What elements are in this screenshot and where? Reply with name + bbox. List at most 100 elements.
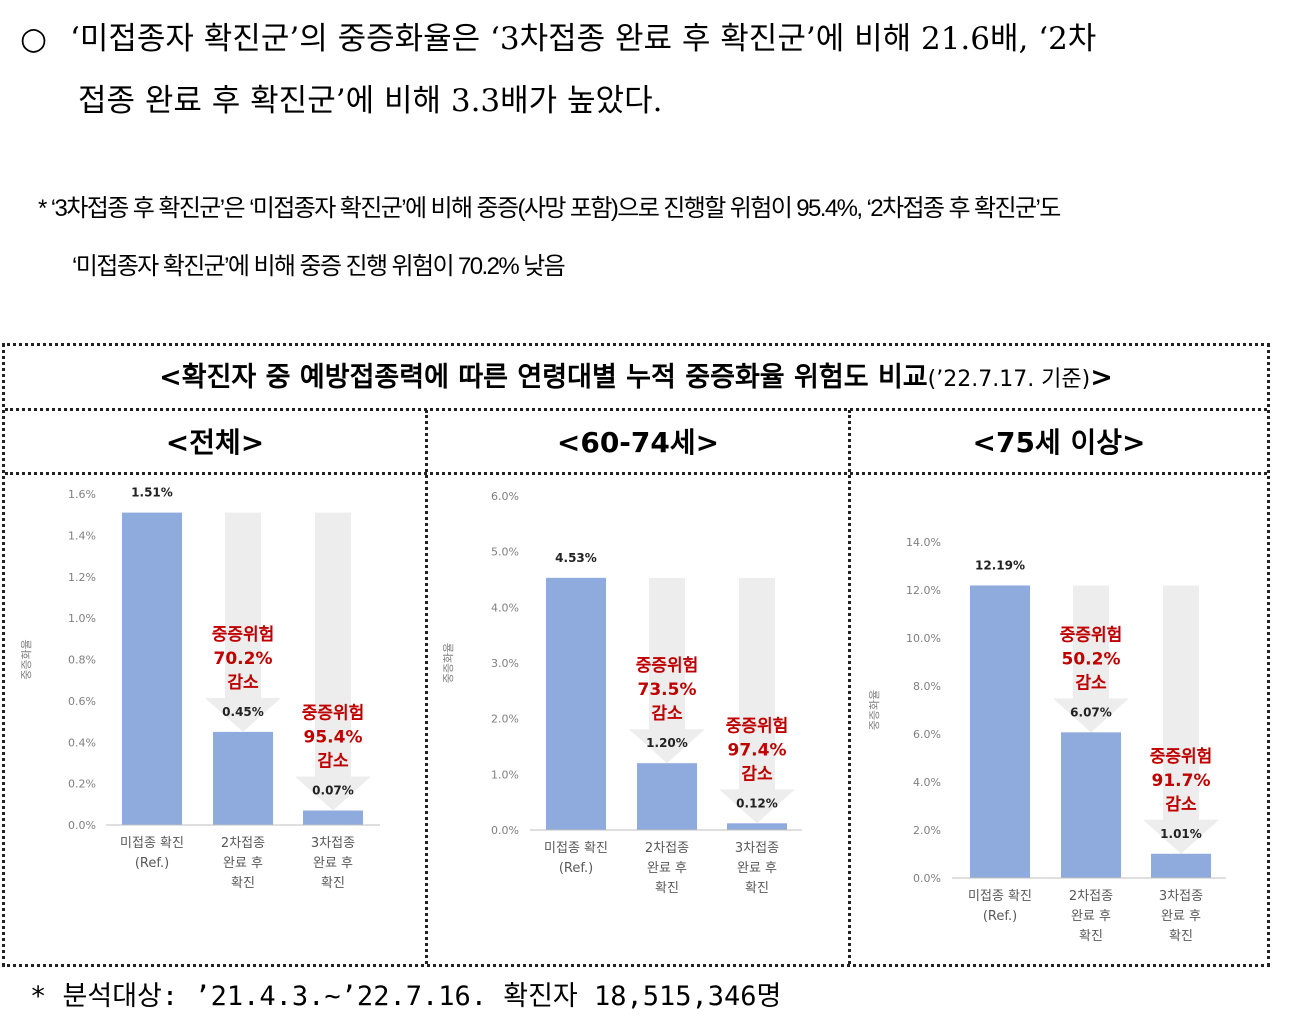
- category-label-line: 완료 후: [223, 856, 263, 871]
- category-label-line: 3차접종: [735, 841, 779, 856]
- category-label: 3차접종 완료 후 확진: [735, 841, 779, 896]
- category-label-line: 2차접종: [645, 841, 689, 856]
- panel-divider-1: [425, 410, 428, 964]
- note-paragraph: * ‘3차접종 후 확진군’은 ‘미접종자 확진군’에 비해 중증(사망 포함)…: [38, 180, 1061, 280]
- bar-value-label: 4.53%: [555, 551, 597, 565]
- category-label: 3차접종 완료 후 확진: [1159, 889, 1203, 944]
- reduction-label-line: 감소: [741, 764, 773, 784]
- reduction-label-line: 중증위험: [302, 703, 365, 724]
- intro-line-1: ‘미접종자 확진군’의 중증화율은 ‘3차접종 완료 후 확진군’에 비해 21…: [70, 21, 1097, 57]
- reduction-label: 중증위험 91.7% 감소: [1150, 746, 1213, 815]
- category-label-line: (Ref.): [559, 861, 593, 876]
- category-label-line: 미접종 확진: [544, 841, 608, 856]
- y-tick-label: 0.0%: [913, 872, 941, 885]
- reduction-label-line: 중증위험: [1060, 624, 1123, 645]
- y-tick-label: 2.0%: [491, 713, 519, 726]
- bar-value-label: 0.07%: [312, 784, 354, 798]
- category-label: 미접종 확진 (Ref.): [120, 836, 184, 871]
- figure-frame: <확진자 중 예방접종력에 따른 연령대별 누적 중증화율 위험도 비교(’22…: [2, 343, 1270, 967]
- reduction-label: 중증위험 73.5% 감소: [636, 655, 699, 724]
- y-axis-label: 중증화율: [20, 639, 33, 679]
- note-line-1: * ‘3차접종 후 확진군’은 ‘미접종자 확진군’에 비해 중증(사망 포함)…: [38, 195, 1061, 222]
- reduction-label-line: 감소: [1075, 673, 1107, 693]
- y-tick-label: 0.0%: [491, 824, 519, 837]
- category-label-line: 완료 후: [313, 856, 353, 871]
- category-label: 미접종 확진 (Ref.): [968, 889, 1032, 924]
- bar: [546, 577, 606, 830]
- y-tick-label: 0.0%: [68, 819, 96, 832]
- reduction-label-line: 중증위험: [212, 624, 275, 645]
- reduction-label-line: 91.7%: [1152, 771, 1211, 791]
- reduction-arrow: [205, 512, 281, 732]
- y-tick-label: 0.8%: [68, 654, 96, 667]
- category-label-line: 3차접종: [311, 836, 355, 851]
- y-tick-label: 1.2%: [68, 571, 96, 584]
- y-axis-label: 중증화율: [442, 643, 455, 683]
- y-tick-label: 8.0%: [913, 680, 941, 693]
- y-tick-label: 2.0%: [913, 824, 941, 837]
- reduction-label-line: 73.5%: [638, 680, 697, 700]
- bar: [637, 763, 697, 830]
- category-label-line: 2차접종: [1069, 889, 1113, 904]
- bar: [1151, 853, 1211, 878]
- y-tick-label: 12.0%: [906, 584, 941, 597]
- reduction-label: 중증위험 50.2% 감소: [1060, 624, 1123, 693]
- reduction-label-line: 감소: [317, 752, 349, 772]
- bar-value-label: 1.20%: [646, 736, 688, 750]
- reduction-label-line: 97.4%: [728, 740, 787, 760]
- panel-title-75plus: <75세 이상>: [972, 426, 1146, 459]
- reduction-arrow: [629, 577, 705, 764]
- y-tick-label: 3.0%: [491, 657, 519, 670]
- category-label-line: 3차접종: [1159, 889, 1203, 904]
- bar-value-label: 1.01%: [1160, 827, 1202, 841]
- y-tick-label: 1.4%: [68, 529, 96, 542]
- category-label-line: 확진: [655, 881, 679, 896]
- reduction-arrow: [1053, 585, 1129, 733]
- reduction-label-line: 중증위험: [1150, 746, 1213, 767]
- category-label-line: 확진: [321, 876, 345, 891]
- y-tick-label: 6.0%: [913, 728, 941, 741]
- figure-title: <확진자 중 예방접종력에 따른 연령대별 누적 중증화율 위험도 비교(’22…: [5, 346, 1267, 410]
- category-label-line: 확진: [231, 876, 255, 891]
- y-tick-label: 0.2%: [68, 778, 96, 791]
- category-label-line: 미접종 확진: [120, 836, 184, 851]
- reduction-label-line: 50.2%: [1062, 649, 1121, 669]
- panel-title-60-74: <60-74세>: [556, 426, 720, 459]
- figure-title-end: >: [1090, 362, 1113, 393]
- category-label-line: 완료 후: [737, 861, 777, 876]
- category-label: 미접종 확진 (Ref.): [544, 841, 608, 876]
- panel-divider-2: [848, 410, 851, 964]
- y-tick-label: 6.0%: [491, 490, 519, 503]
- y-tick-label: 4.0%: [913, 776, 941, 789]
- intro-line-2: 접종 완료 후 확진군’에 비해 3.3배가 높았다.: [78, 83, 663, 119]
- bar: [122, 512, 182, 825]
- footnote: * 분석대상: ’21.4.3.~’22.7.16. 확진자 18,515,34…: [30, 981, 782, 1012]
- title-divider: [5, 408, 1267, 411]
- reduction-label-line: 감소: [227, 673, 259, 693]
- reduction-arrow: [719, 577, 795, 824]
- y-tick-label: 4.0%: [491, 601, 519, 614]
- category-label-line: 완료 후: [1161, 909, 1201, 924]
- category-label: 2차접종 완료 후 확진: [645, 841, 689, 896]
- panel-title-total: <전체>: [165, 426, 265, 459]
- bar-value-label: 0.45%: [222, 705, 264, 719]
- bar-value-label: 6.07%: [1070, 705, 1112, 719]
- category-label-line: 확진: [1079, 929, 1103, 944]
- figure-title-date: (’22.7.17. 기준): [927, 367, 1091, 392]
- header-divider: [5, 472, 1267, 475]
- y-tick-label: 14.0%: [906, 536, 941, 549]
- category-label-line: 2차접종: [221, 836, 265, 851]
- bar: [727, 823, 787, 830]
- reduction-arrow: [1143, 585, 1219, 854]
- reduction-arrow: [295, 512, 371, 811]
- reduction-label-line: 95.4%: [304, 728, 363, 748]
- y-tick-label: 0.4%: [68, 736, 96, 749]
- note-line-2: ‘미접종자 확진군’에 비해 중증 진행 위험이 70.2% 낮음: [72, 253, 566, 280]
- bar: [213, 731, 273, 825]
- bar: [970, 585, 1030, 878]
- bar-value-label: 12.19%: [975, 558, 1025, 572]
- category-label-line: 미접종 확진: [968, 889, 1032, 904]
